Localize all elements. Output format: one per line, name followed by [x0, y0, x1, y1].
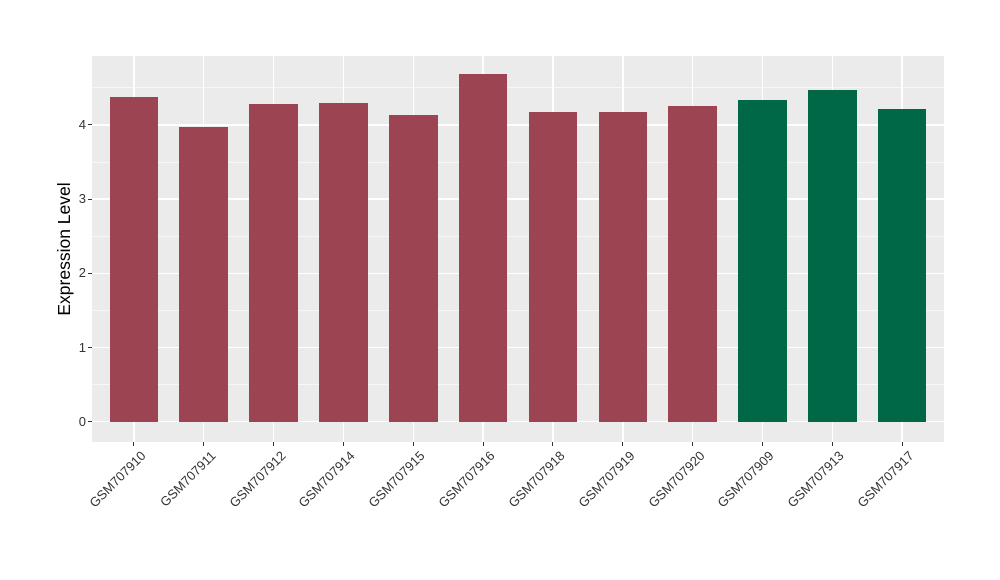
x-tick-mark [761, 442, 763, 446]
bar-GSM707912 [249, 104, 298, 422]
y-tick-label: 2 [78, 265, 86, 281]
gridline-minor [92, 87, 944, 89]
bar-GSM707917 [877, 109, 927, 422]
gridline-minor [92, 384, 944, 386]
y-tick-mark [88, 421, 92, 423]
bar-GSM707916 [458, 73, 508, 422]
bar-GSM707909 [738, 99, 787, 422]
x-tick-mark [622, 442, 624, 446]
y-tick-mark [88, 124, 92, 126]
x-tick-mark [692, 442, 694, 446]
y-tick-mark [88, 272, 92, 274]
gridline-major [92, 420, 944, 423]
y-tick-mark [88, 198, 92, 200]
gridline-minor [92, 235, 944, 237]
x-tick-mark [901, 442, 903, 446]
x-tick-mark [273, 442, 275, 446]
bar-GSM707910 [109, 97, 159, 422]
bar-GSM707911 [179, 127, 228, 422]
x-tick-mark [133, 442, 135, 446]
gridline-minor [92, 309, 944, 311]
y-tick-label: 3 [78, 191, 86, 207]
x-tick-mark [203, 442, 205, 446]
x-tick-mark [412, 442, 414, 446]
x-tick-mark [552, 442, 554, 446]
gridline-major [92, 198, 944, 200]
x-tick-mark [342, 442, 344, 446]
bar-GSM707919 [598, 111, 648, 422]
y-tick-label: 0 [78, 413, 86, 429]
gridline-major [92, 346, 944, 349]
bar-GSM707913 [808, 90, 857, 422]
gridline-major [92, 272, 944, 275]
bar-GSM707918 [528, 111, 578, 422]
gridline-minor [92, 161, 944, 163]
bar-GSM707914 [319, 103, 368, 422]
y-tick-mark [88, 347, 92, 348]
y-tick-label: 1 [78, 339, 86, 355]
bar-GSM707915 [389, 114, 438, 422]
x-tick-mark [482, 442, 484, 446]
plot-panel [92, 56, 944, 442]
y-tick-label: 4 [78, 116, 86, 132]
x-tick-mark [831, 442, 833, 446]
gridline-major [92, 124, 944, 126]
bar-GSM707920 [668, 105, 717, 422]
